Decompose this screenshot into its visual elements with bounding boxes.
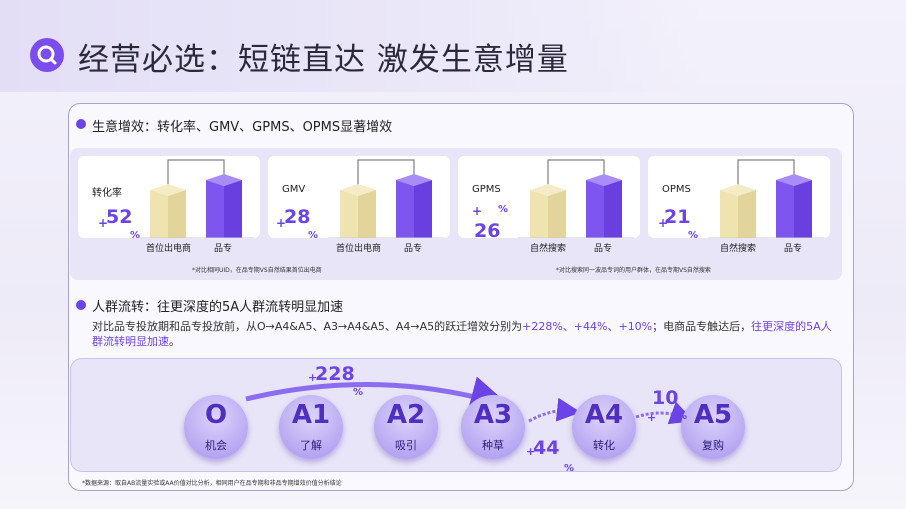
metric-card: OPMS +21% 自然搜索 品专 [648,156,830,272]
stage-code: A1 [291,400,331,430]
arrow [635,401,695,425]
metric-name: GPMS [472,184,501,195]
metric-card: GPMS +26% 自然搜索 品专 [458,156,640,272]
bar-label: 品专 [404,244,423,254]
unit: % [688,230,699,241]
metric-card: 转化率 +52% 首位出电商 品专 [78,156,260,272]
body-segment: 。 [169,335,180,348]
bullet [76,300,86,310]
lift-unit: % [353,387,364,398]
stage-code: A2 [386,400,426,430]
note: *对比搜索同一波品专词的用户群体，在品专期VS自然搜索 [556,267,711,274]
unit: % [498,204,509,215]
stage-circle: A4 转化 [572,395,636,459]
stage-circle: O 机会 [184,395,248,459]
stage-code: A4 [584,400,624,430]
sign: + [276,216,287,230]
bar-label: 自然搜索 [530,244,567,254]
section-heading: 人群流转：往更深度的5A人群流转明显加速 [92,300,344,315]
arrow [245,376,511,416]
sign: + [98,216,109,230]
stage-circle: A1 了解 [279,395,343,459]
metric-value: 21 [664,206,691,228]
title-banner [0,0,700,92]
source-note: *数据来源：取自AB流量实验或AA价值对比分析，相同用户在品专期和非品专期增效价… [82,480,342,487]
stage-label: 转化 [593,439,615,452]
note: *对比相同UID，在品专期VS自然结果首位出电商 [192,267,322,274]
body-text: 对比品专投放期和品专投放前，从O→A4&A5、A3→A4&A5、A4→A5的跃迁… [92,319,842,349]
bar-label: 品专 [214,244,233,254]
unit: % [130,230,141,241]
metric-name: 转化率 [92,188,122,199]
flow-arrows [245,376,695,425]
stage-code: O [204,400,228,430]
lift-value: 228 [315,363,355,385]
bar-illustration [518,159,634,238]
search-icon [30,38,64,72]
metric-name: GMV [282,184,306,195]
stage-label: 复购 [702,439,724,452]
bar-illustration [708,159,824,238]
bullet [76,119,86,129]
body-segment: 对比品专投放期和品专投放前，从O→A4&A5、A3→A4&A5、A4→A5的跃迁… [92,320,523,333]
stage-label: 机会 [205,439,227,452]
bar-illustration [328,159,444,238]
title: 经营必选：短链直达 激发生意增量 [78,42,569,78]
bar-label: 品专 [784,244,803,254]
flow-area: O 机会 A1 了解 A2 吸引 A3 种草 A4 转化 A5 复购 +228% +44% +10% [70,358,842,474]
bar-label: 品专 [594,244,613,254]
lift-unit: % [677,411,688,422]
stage-circle: A5 复购 [681,395,745,459]
sign: + [658,216,669,230]
lift-sign: + [526,445,536,458]
metric-name: OPMS [662,184,691,195]
bar-label: 首位出电商 [146,244,192,254]
metric-value: 52 [106,206,133,228]
lift-sign: + [647,411,657,424]
stage-label: 吸引 [395,439,417,452]
lift-sign: + [308,371,318,384]
stage-label: 种草 [482,439,504,452]
metric-value: 28 [284,206,311,228]
unit: % [308,230,319,241]
bar-illustration [138,159,254,238]
bar-label: 自然搜索 [720,244,757,254]
stage-code: A5 [693,400,733,430]
cards-area: 转化率 +52% 首位出电商 品专 GMV +28% 首位出电商 品专 GPMS +26% 自然搜索… [70,148,842,280]
stage-circle: A2 吸引 [374,395,438,459]
metric-value: 26 [474,220,501,242]
body-segment: 往更深度的5A人群流转明显加速 [92,320,832,348]
stage-code: A3 [473,400,513,430]
body-segment: ；电商品专触达后， [652,320,752,333]
arrow [528,397,581,423]
stage-circle: A3 种草 [461,395,525,459]
metric-card: GMV +28% 首位出电商 品专 [268,156,450,272]
stage-label: 了解 [300,439,322,452]
body-segment: +228%、+44%、+10% [522,320,653,333]
bar-label: 首位出电商 [336,244,382,254]
lift-value: 44 [533,437,560,459]
lift-value: 10 [652,387,679,409]
section-heading: 生意增效：转化率、GMV、GPMS、OPMS显著增效 [92,120,393,135]
lift-unit: % [564,463,575,474]
sign: + [472,204,483,218]
